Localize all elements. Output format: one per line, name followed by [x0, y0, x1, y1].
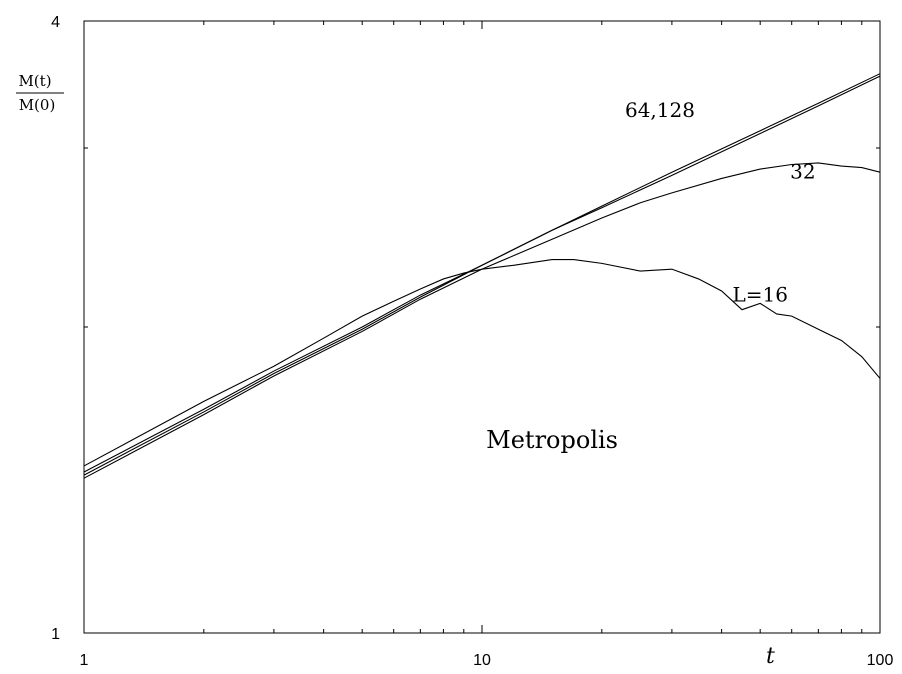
annotation-label: 64,128 [625, 98, 695, 122]
y-tick-label: 1 [51, 626, 60, 643]
tick-labels: 1 10 100 1 4 [51, 14, 893, 669]
annotation-label: 32 [790, 159, 815, 183]
y-axis-label-denominator: M(0) [19, 96, 56, 114]
series-line [83, 162, 881, 479]
x-tick-label: 100 [867, 652, 894, 669]
series-line [83, 73, 881, 476]
series-group [83, 73, 881, 479]
x-axis-label: t [766, 644, 775, 669]
annotations: 64,128 32 L=16 Metropolis [486, 98, 815, 454]
x-tick-label: 10 [473, 652, 491, 669]
series-line [83, 259, 881, 467]
y-tick-label: 4 [51, 14, 60, 31]
y-axis-label-numerator: M(t) [18, 72, 51, 90]
y-axis-label: M(t) M(0) [16, 72, 64, 114]
annotation-label: Metropolis [486, 426, 618, 454]
annotation-label: L=16 [732, 282, 788, 306]
axis-ticks [83, 20, 880, 634]
plot-frame [83, 20, 881, 634]
x-tick-label: 1 [80, 652, 89, 669]
